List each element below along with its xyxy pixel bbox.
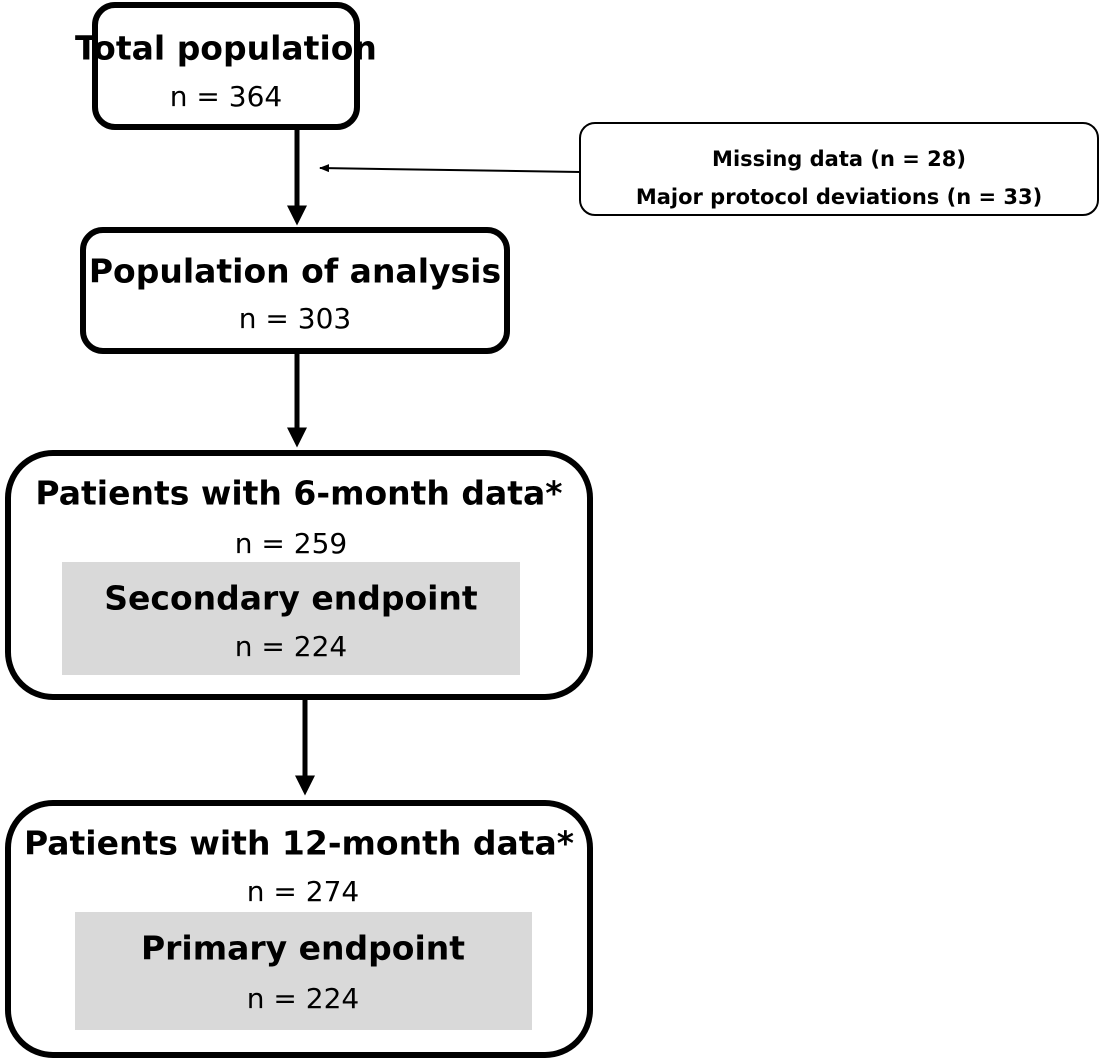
node-title: Patients with 6-month data* [35, 474, 562, 513]
exclusion-line: Major protocol deviations (n = 33) [636, 185, 1042, 209]
sub-title: Primary endpoint [141, 929, 465, 968]
node-count: n = 364 [170, 80, 282, 113]
sub-box [75, 912, 532, 1030]
sub-count: n = 224 [247, 982, 359, 1015]
node-title: Population of analysis [89, 252, 501, 291]
sub-count: n = 224 [235, 630, 347, 663]
exclusion-line: Missing data (n = 28) [712, 147, 966, 171]
node-count: n = 274 [247, 875, 359, 908]
node-count: n = 259 [235, 527, 347, 560]
exclusion-arrow [319, 164, 581, 173]
exclusion-box [579, 122, 1099, 216]
sub-box [62, 562, 520, 675]
sub-title: Secondary endpoint [104, 579, 478, 618]
node-title: Patients with 12-month data* [24, 824, 574, 863]
node-count: n = 303 [239, 302, 351, 335]
node-title: Total population [75, 29, 377, 68]
node-box [92, 2, 360, 130]
